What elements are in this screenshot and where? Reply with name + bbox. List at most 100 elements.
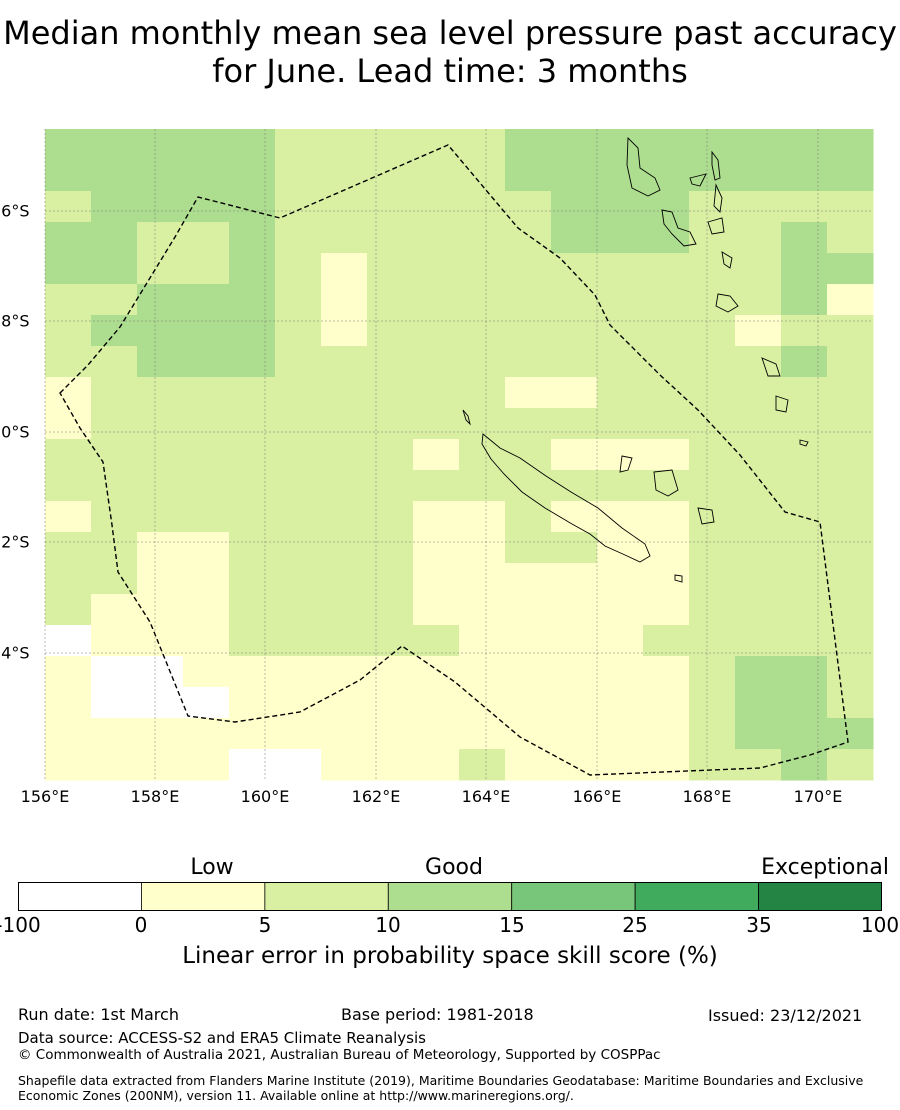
grid-cell (137, 594, 184, 626)
grid-cell (45, 501, 92, 533)
grid-cell (505, 253, 552, 285)
grid-cell (367, 253, 414, 285)
colorbar-label: Linear error in probability space skill … (182, 943, 718, 969)
grid-cell (505, 594, 552, 626)
grid-cell (321, 253, 368, 285)
lon-label: 158°E (130, 787, 180, 806)
grid-cell (597, 749, 644, 781)
vanuatu-island-a (711, 150, 721, 181)
grid-cell (551, 532, 598, 564)
grid-cell (229, 284, 276, 316)
grid-cell (137, 718, 184, 750)
grid-cell (827, 532, 874, 564)
grid-cell (735, 594, 782, 626)
grid-cell (413, 129, 460, 161)
grid-cell (643, 160, 690, 192)
grid-cell (137, 563, 184, 595)
grid-cell (413, 253, 460, 285)
grid-cell (735, 656, 782, 688)
grid-cell (413, 656, 460, 688)
grid-cell (91, 222, 138, 254)
grid-cell (183, 625, 230, 657)
lat-label: 20°S (0, 422, 30, 442)
grid-cell (505, 563, 552, 595)
grid-cell (183, 377, 230, 409)
grid-cell (505, 408, 552, 440)
grid-cell (45, 160, 92, 192)
grid-cell (505, 439, 552, 471)
loyalty-island-ouvea (619, 455, 633, 473)
grid-cell (229, 718, 276, 750)
grid-cell (643, 749, 690, 781)
grid-cell (735, 687, 782, 719)
grid-cell (459, 656, 506, 688)
grid-cell (643, 532, 690, 564)
grid-cell (183, 501, 230, 533)
loyalty-island-mare (697, 507, 715, 525)
grid-cell (459, 222, 506, 254)
grid-cell (781, 439, 828, 471)
grid-cell (45, 656, 92, 688)
grid-cell (689, 346, 736, 378)
grid-cell (183, 718, 230, 750)
grid-cell (413, 594, 460, 626)
grid-cell (459, 408, 506, 440)
grid-cell (183, 160, 230, 192)
grid-cell (91, 253, 138, 285)
grid-cell (551, 501, 598, 533)
grid-cell (275, 315, 322, 347)
grid-cell (183, 408, 230, 440)
grid-cell (781, 532, 828, 564)
grid-cell (45, 377, 92, 409)
grid-cell (597, 625, 644, 657)
grid-cell (551, 315, 598, 347)
grid-cell (827, 315, 874, 347)
grid-cell (551, 129, 598, 161)
grid-cell (643, 377, 690, 409)
grid-cell (827, 160, 874, 192)
grid-cell (183, 439, 230, 471)
grid-cell (781, 377, 828, 409)
grid-cell (735, 563, 782, 595)
grid-cell (597, 718, 644, 750)
small-islet-a (799, 439, 809, 447)
grid-cell (827, 253, 874, 285)
grid-cell (413, 749, 460, 781)
grid-cell (137, 470, 184, 502)
new-caledonia-outline (481, 433, 651, 563)
grid-cell (643, 253, 690, 285)
grid-cell (551, 160, 598, 192)
grid-cell (735, 625, 782, 657)
grid-cell (781, 625, 828, 657)
grid-cell (321, 501, 368, 533)
grid-cell (321, 532, 368, 564)
grid-cell (45, 222, 92, 254)
grid-cell (367, 625, 414, 657)
grid-cell (137, 377, 184, 409)
grid-cell (735, 129, 782, 161)
grid-cell (413, 563, 460, 595)
grid-cell (735, 191, 782, 223)
grid-cell (229, 470, 276, 502)
grid-cell (459, 625, 506, 657)
grid-cell (229, 377, 276, 409)
grid-cell (459, 377, 506, 409)
grid-cell (827, 377, 874, 409)
lon-label: 160°E (240, 787, 290, 806)
grid-cell (229, 222, 276, 254)
grid-cell (413, 377, 460, 409)
grid-cell (505, 191, 552, 223)
grid-cell (689, 656, 736, 688)
lon-label: 168°E (682, 787, 732, 806)
grid-cell (275, 656, 322, 688)
grid-cell (275, 687, 322, 719)
grid-cell (551, 222, 598, 254)
grid-cell (827, 687, 874, 719)
colorbar-tick: 25 (622, 913, 648, 937)
grid-cell (505, 377, 552, 409)
coastlines (462, 136, 809, 583)
grid-cell (229, 625, 276, 657)
graticule (44, 129, 873, 780)
grid-cell (183, 315, 230, 347)
skill-score-map (44, 129, 874, 781)
